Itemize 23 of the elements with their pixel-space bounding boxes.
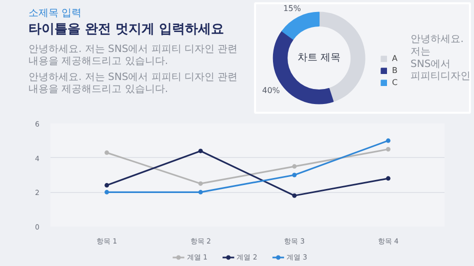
point bbox=[104, 183, 110, 188]
text: 안녕하세요. 저는 SNS에서 피피티 디자인 관련 내용을 제공해드리고 있습니다. bbox=[28, 44, 238, 67]
point bbox=[198, 148, 203, 154]
point bbox=[292, 164, 297, 169]
legend-label: A bbox=[392, 53, 398, 63]
data-label: 40% bbox=[262, 86, 280, 96]
point bbox=[104, 150, 110, 155]
text: 안녕하세요. 저는 SNS에서 피피티 디자인 관련 내용을 제공해드리고 있습니다. bbox=[28, 72, 238, 95]
data-label: 15% bbox=[283, 4, 302, 13]
text: 안녕하세요. 저는 SNS에서 피피티디자인 bbox=[410, 34, 470, 82]
point bbox=[198, 181, 203, 186]
legend-label: C bbox=[392, 77, 399, 87]
point bbox=[292, 193, 297, 198]
point bbox=[292, 172, 297, 178]
point bbox=[104, 190, 110, 194]
point bbox=[386, 147, 390, 152]
legend-label: B bbox=[392, 65, 398, 75]
point bbox=[386, 176, 390, 181]
text: 타이틀을 완전 멋지게 입력하세요 bbox=[28, 22, 224, 37]
point bbox=[386, 138, 390, 143]
text: 차트 제목 bbox=[297, 52, 341, 64]
text: 소제목 입력 bbox=[28, 8, 82, 19]
point bbox=[198, 190, 203, 194]
